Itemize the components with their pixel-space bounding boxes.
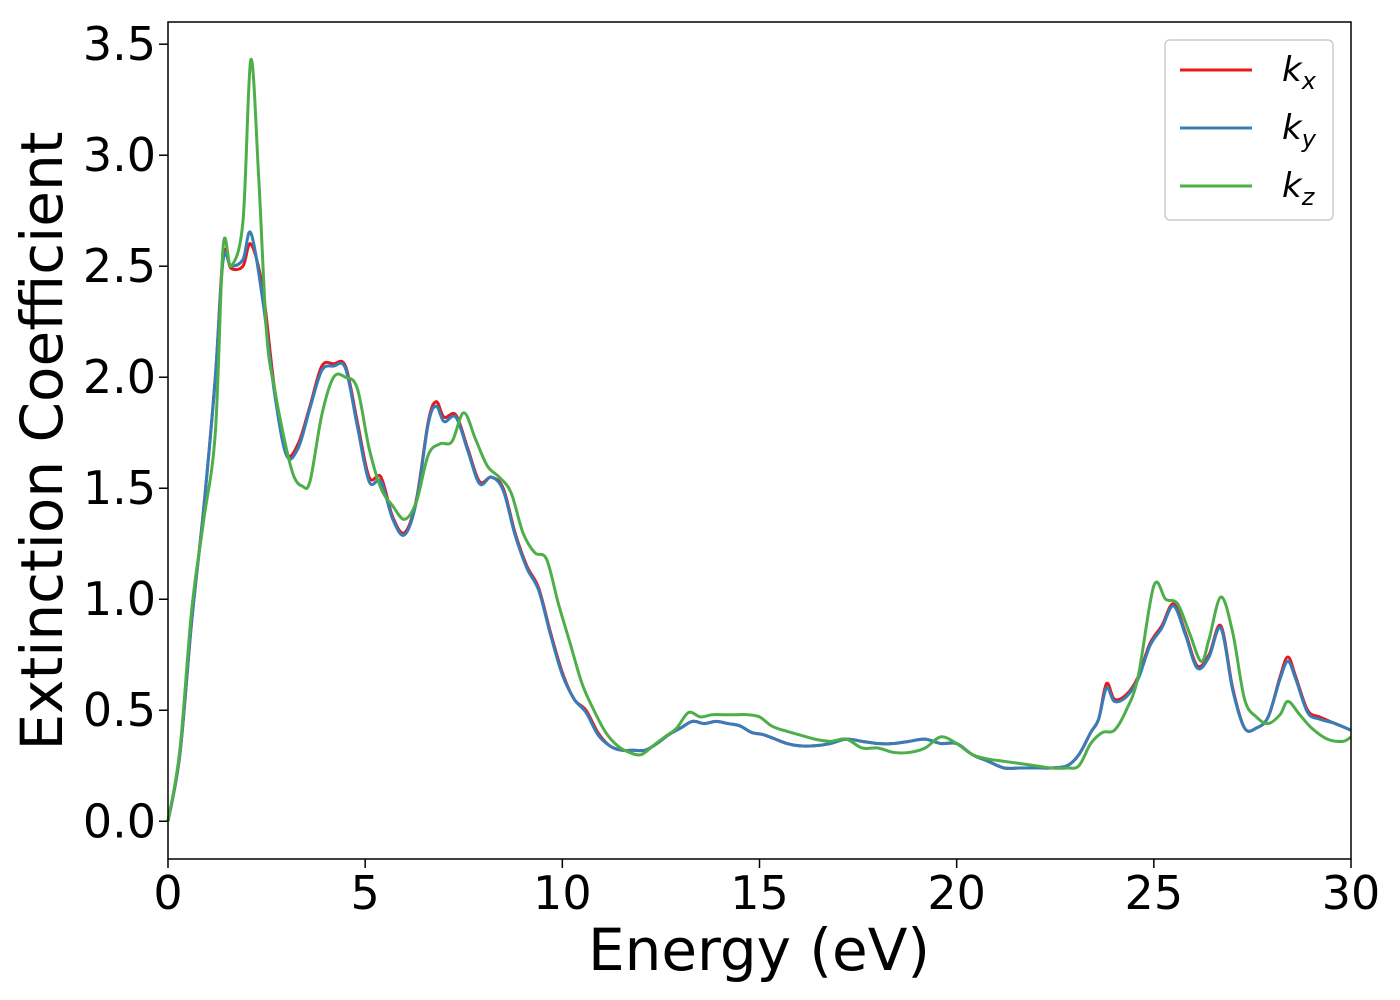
legend-frame <box>1164 39 1334 221</box>
x-tick-label: 25 <box>1125 866 1184 920</box>
series-line-ky <box>166 230 1352 822</box>
x-axis-label: Energy (eV) <box>588 916 930 984</box>
x-tick-label: 5 <box>351 866 380 920</box>
x-tick-label: 0 <box>153 866 182 920</box>
y-tick-label: 2.0 <box>83 350 156 404</box>
y-tick-label: 3.5 <box>83 17 156 71</box>
x-tick-label: 20 <box>927 866 986 920</box>
x-tick-label: 30 <box>1322 866 1381 920</box>
y-tick-label: 0.5 <box>83 683 156 737</box>
series-layer <box>166 58 1352 822</box>
series-line-kz <box>166 58 1352 822</box>
y-tick-label: 3.0 <box>83 128 156 182</box>
y-tick-label: 1.5 <box>83 461 156 515</box>
plot-frame <box>167 21 1352 860</box>
y-axis-ticks: 0.0 0.5 1.0 1.5 2.0 2.5 3.0 3.5 <box>83 17 168 848</box>
x-tick-label: 15 <box>730 866 789 920</box>
y-tick-label: 1.0 <box>83 572 156 626</box>
y-tick-label: 0.0 <box>83 794 156 848</box>
x-axis-ticks: 0 5 10 15 20 25 30 <box>153 859 1380 920</box>
y-tick-label: 2.5 <box>83 239 156 293</box>
x-tick-label: 10 <box>533 866 592 920</box>
y-axis-label: Extinction Coefficient <box>8 132 76 751</box>
